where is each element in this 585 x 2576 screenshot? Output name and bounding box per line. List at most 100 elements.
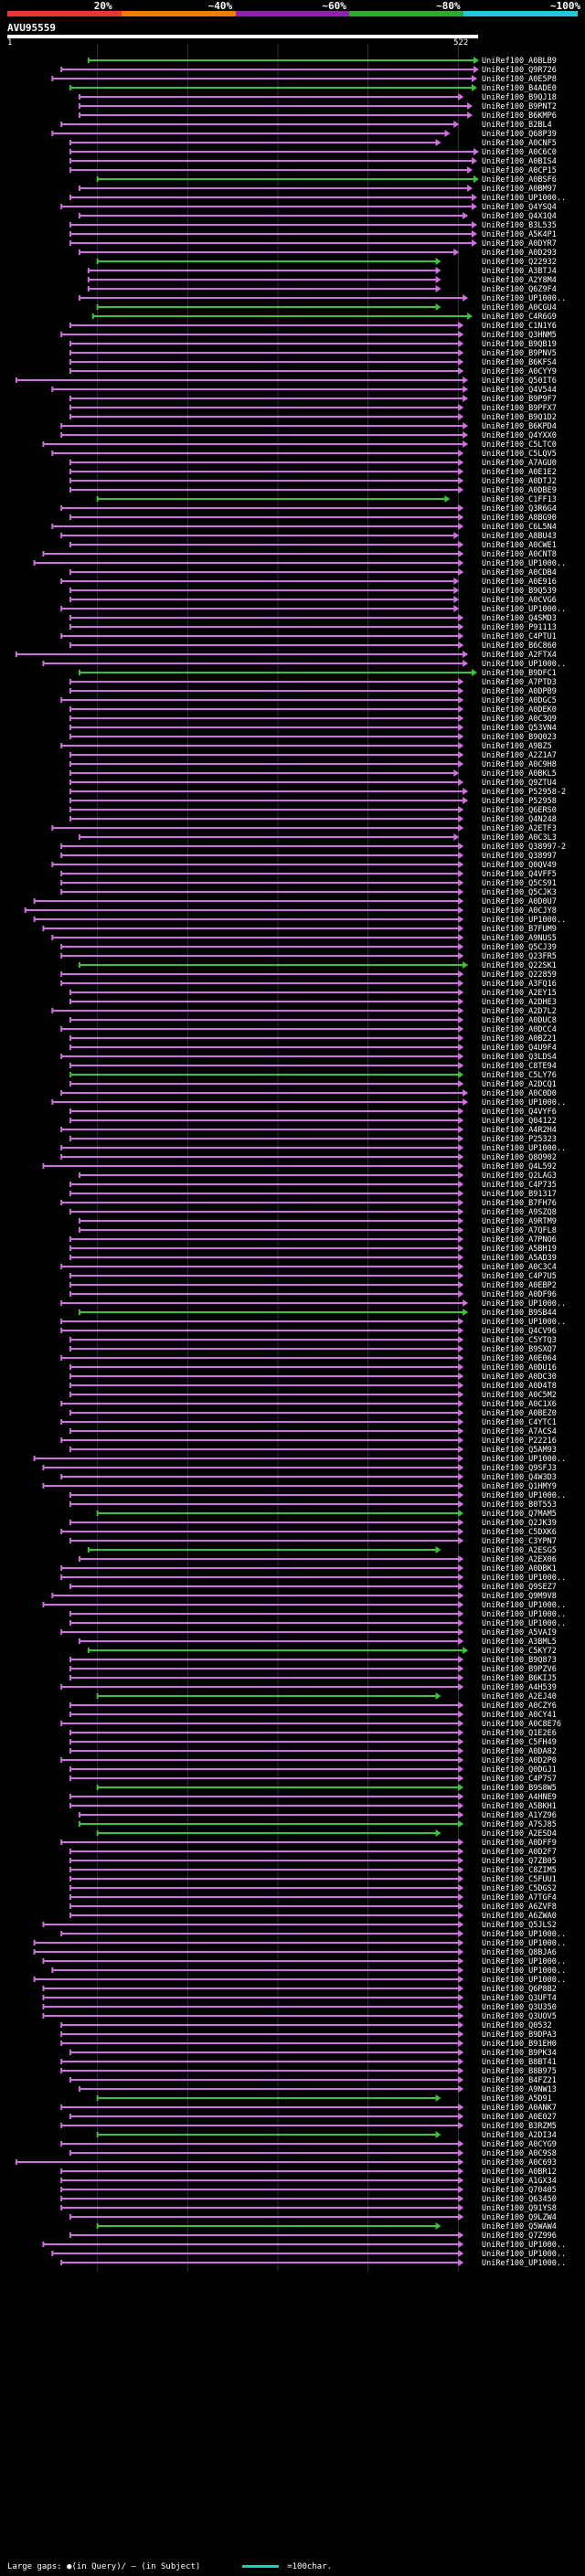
- hit-end-arrow: [472, 669, 478, 676]
- hit-end-arrow: [463, 1309, 469, 1316]
- hit-end-arrow: [458, 340, 464, 347]
- hit-end-arrow: [463, 788, 469, 795]
- hit-label: UniRef100_Q0DGJ1: [482, 1765, 557, 1775]
- hit-label: UniRef100_B7FUM9: [482, 925, 557, 934]
- hit-label: UniRef100_C5LY76: [482, 1071, 557, 1080]
- hit-end-arrow: [458, 1912, 464, 1919]
- hit-end-arrow: [458, 1281, 464, 1288]
- hit-label: UniRef100_A2Y8M4: [482, 276, 557, 285]
- hit-end-arrow: [458, 1857, 464, 1864]
- hit-label: UniRef100_A7PNO6: [482, 1235, 557, 1245]
- hit-label: UniRef100_Q4VYF6: [482, 1108, 557, 1117]
- hit-end-arrow: [458, 2030, 464, 2038]
- hit-end-arrow: [458, 1848, 464, 1855]
- hit-end-arrow: [458, 1446, 464, 1453]
- hit-end-arrow: [458, 989, 464, 996]
- hit-end-arrow: [458, 1866, 464, 1873]
- hit-label: UniRef100_A0CJY8: [482, 906, 557, 916]
- hit-label: UniRef100_A7TGF4: [482, 1893, 557, 1903]
- hit-end-arrow: [463, 376, 469, 384]
- hit-end-arrow: [473, 57, 479, 64]
- hit-label: UniRef100_A2DI34: [482, 2131, 557, 2140]
- hit-end-arrow: [463, 651, 469, 658]
- hit-end-arrow: [458, 1427, 464, 1435]
- hit-label: UniRef100_A0BIS4: [482, 157, 557, 166]
- hit-end-arrow: [435, 2094, 441, 2102]
- hit-end-arrow: [458, 916, 464, 923]
- hit-end-arrow: [458, 1044, 464, 1051]
- hit-label: UniRef100_A0ANK7: [482, 2104, 557, 2113]
- hit-end-arrow: [458, 1272, 464, 1279]
- hit-label: UniRef100_C5FH49: [482, 1738, 557, 1747]
- hit-label: UniRef100_A6ZWA0: [482, 1912, 557, 1921]
- hit-end-arrow: [458, 1336, 464, 1343]
- hit-label: UniRef100_C5KY72: [482, 1647, 557, 1656]
- hit-end-arrow: [458, 1491, 464, 1499]
- hit-end-arrow: [458, 1473, 464, 1480]
- hit-end-arrow: [458, 2259, 464, 2266]
- hit-label: UniRef100_A2ESG5: [482, 1546, 557, 1555]
- hit-end-arrow: [458, 1162, 464, 1170]
- hit-end-arrow: [458, 459, 464, 466]
- hit-label: UniRef100_A0CDB4: [482, 568, 557, 578]
- hit-label: UniRef100_A9BZ5: [482, 742, 552, 751]
- hit-end-arrow: [458, 1820, 464, 1828]
- hit-label: UniRef100_A4HNE9: [482, 1793, 557, 1802]
- hit-label: UniRef100_UP1000..: [482, 559, 566, 568]
- hit-end-arrow: [458, 1729, 464, 1736]
- hit-end-arrow: [458, 1080, 464, 1087]
- hit-label: UniRef100_Q22859: [482, 970, 557, 980]
- hit-end-arrow: [458, 1555, 464, 1563]
- hit-label: UniRef100_A1GX34: [482, 2177, 557, 2186]
- legend-label: 20%: [93, 0, 112, 12]
- legend-label: ~60%: [322, 0, 346, 12]
- hit-end-arrow: [458, 1245, 464, 1252]
- hit-end-arrow: [453, 249, 460, 256]
- hit-end-arrow: [473, 148, 479, 155]
- hit-label: UniRef100_Q23FR5: [482, 952, 557, 961]
- hit-label: UniRef100_Q9R726: [482, 66, 557, 75]
- footer: Large gaps: ●(in Query)/ – (in Subject) …: [7, 2562, 332, 2571]
- hit-end-arrow: [463, 431, 469, 439]
- hit-end-arrow: [458, 1930, 464, 1937]
- hit-end-arrow: [458, 2140, 464, 2147]
- hit-end-arrow: [458, 486, 464, 493]
- hit-label: UniRef100_A0DBK1: [482, 1564, 557, 1574]
- hit-label: UniRef100_Q68P39: [482, 130, 557, 139]
- hit-label: UniRef100_Q5AM93: [482, 1446, 557, 1455]
- hit-end-arrow: [458, 1327, 464, 1334]
- hit-end-arrow: [458, 1126, 464, 1133]
- hit-label: UniRef100_B9Q1D2: [482, 413, 557, 422]
- hit-end-arrow: [458, 1976, 464, 1983]
- hit-end-arrow: [458, 1190, 464, 1197]
- hit-end-arrow: [453, 578, 460, 585]
- hit-label: UniRef100_A0E027: [482, 2113, 557, 2122]
- hit-label: UniRef100_A0C3C4: [482, 1263, 557, 1272]
- hit-label: UniRef100_A0DYR7: [482, 239, 557, 249]
- hit-label: UniRef100_Q0532: [482, 2021, 552, 2030]
- hit-end-arrow: [458, 641, 464, 649]
- hit-end-arrow: [458, 1811, 464, 1818]
- hit-label: UniRef100_A7AGU0: [482, 459, 557, 468]
- hit-label: UniRef100_UP1000..: [482, 1491, 566, 1500]
- hit-label: UniRef100_A0DPB9: [482, 687, 557, 696]
- hit-label: UniRef100_A2FTX4: [482, 651, 557, 660]
- footer-scale-label: =100char.: [287, 2562, 332, 2571]
- hit-label: UniRef100_C4PTU1: [482, 632, 557, 641]
- hit-end-arrow: [458, 2049, 464, 2056]
- hit-label: UniRef100_A4H539: [482, 1683, 557, 1692]
- hit-label: UniRef100_A0CYG9: [482, 2140, 557, 2149]
- hit-end-arrow: [458, 1409, 464, 1416]
- hit-end-arrow: [458, 1966, 464, 1974]
- hit-end-arrow: [458, 678, 464, 685]
- hit-end-arrow: [458, 705, 464, 713]
- hit-end-arrow: [458, 2204, 464, 2211]
- hit-end-arrow: [458, 623, 464, 631]
- hit-end-arrow: [458, 331, 464, 338]
- hit-label: UniRef100_A0DU16: [482, 1363, 557, 1373]
- scale-bar: [241, 2565, 279, 2568]
- hit-end-arrow: [458, 1500, 464, 1508]
- hit-label: UniRef100_B9PNT2: [482, 102, 557, 111]
- hit-label: UniRef100_UP1000..: [482, 1966, 566, 1976]
- hit-label: UniRef100_Q8O902: [482, 1153, 557, 1162]
